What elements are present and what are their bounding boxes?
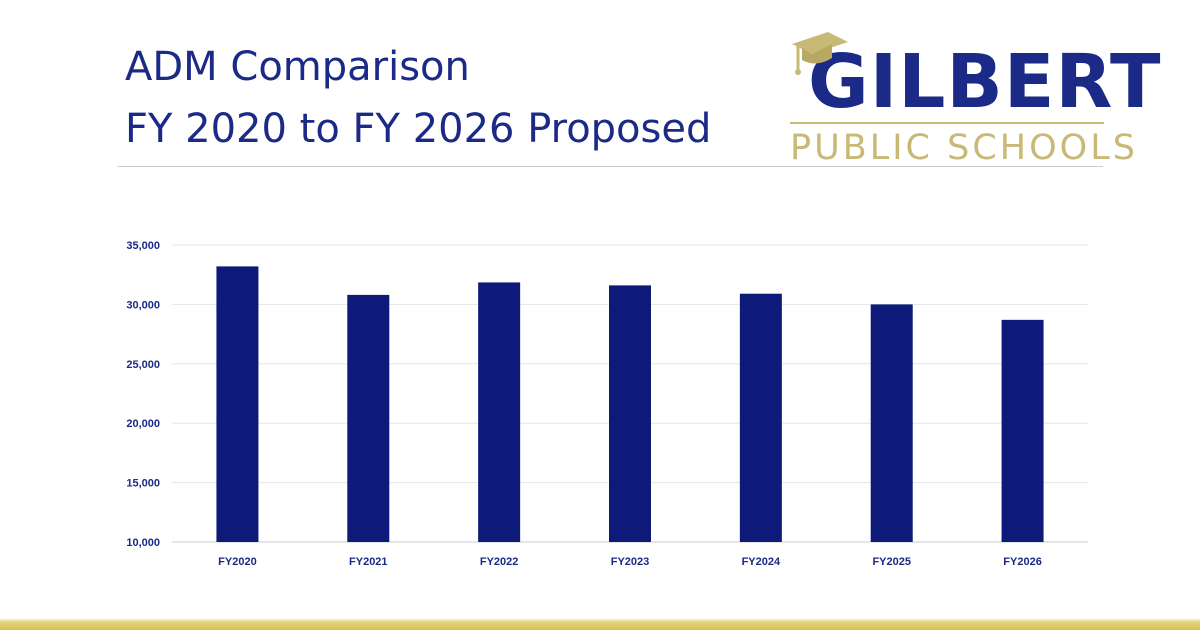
y-tick-label: 30,000 [126, 299, 160, 311]
logo-subtitle: PUBLIC SCHOOLS [790, 128, 1138, 168]
x-tick-label: FY2025 [872, 556, 911, 568]
logo-name: GILBERT [808, 39, 1162, 125]
y-tick-label: 15,000 [126, 478, 160, 490]
y-tick-label: 20,000 [126, 418, 160, 430]
bar-fy2022 [478, 282, 521, 542]
logo-divider [790, 122, 1104, 124]
bar-fy2023 [609, 285, 651, 542]
x-tick-label: FY2021 [349, 556, 388, 568]
x-tick-label: FY2024 [742, 556, 781, 568]
title-divider [118, 166, 1103, 167]
bar-fy2026 [1001, 319, 1044, 542]
x-tick-label: FY2020 [218, 556, 257, 568]
x-tick-label: FY2023 [611, 556, 650, 568]
bar-fy2024 [739, 293, 782, 542]
title-line-1: ADM Comparison [125, 44, 470, 90]
graduation-cap-icon [792, 32, 848, 75]
slide-title: ADM Comparison FY 2020 to FY 2026 Propos… [125, 36, 711, 160]
y-tick-label: 35,000 [126, 240, 160, 252]
bar-fy2025 [870, 304, 913, 542]
bar-fy2020 [216, 266, 259, 542]
y-tick-label: 25,000 [126, 359, 160, 371]
gilbert-logo: GILBERT PUBLIC SCHOOLS [786, 30, 1161, 170]
bar-fy2021 [347, 294, 390, 542]
y-tick-label: 10,000 [126, 537, 160, 549]
x-tick-label: FY2026 [1003, 556, 1042, 568]
x-tick-label: FY2022 [480, 556, 519, 568]
footer-gold-bar [0, 618, 1200, 630]
title-line-2: FY 2020 to FY 2026 Proposed [125, 106, 712, 152]
